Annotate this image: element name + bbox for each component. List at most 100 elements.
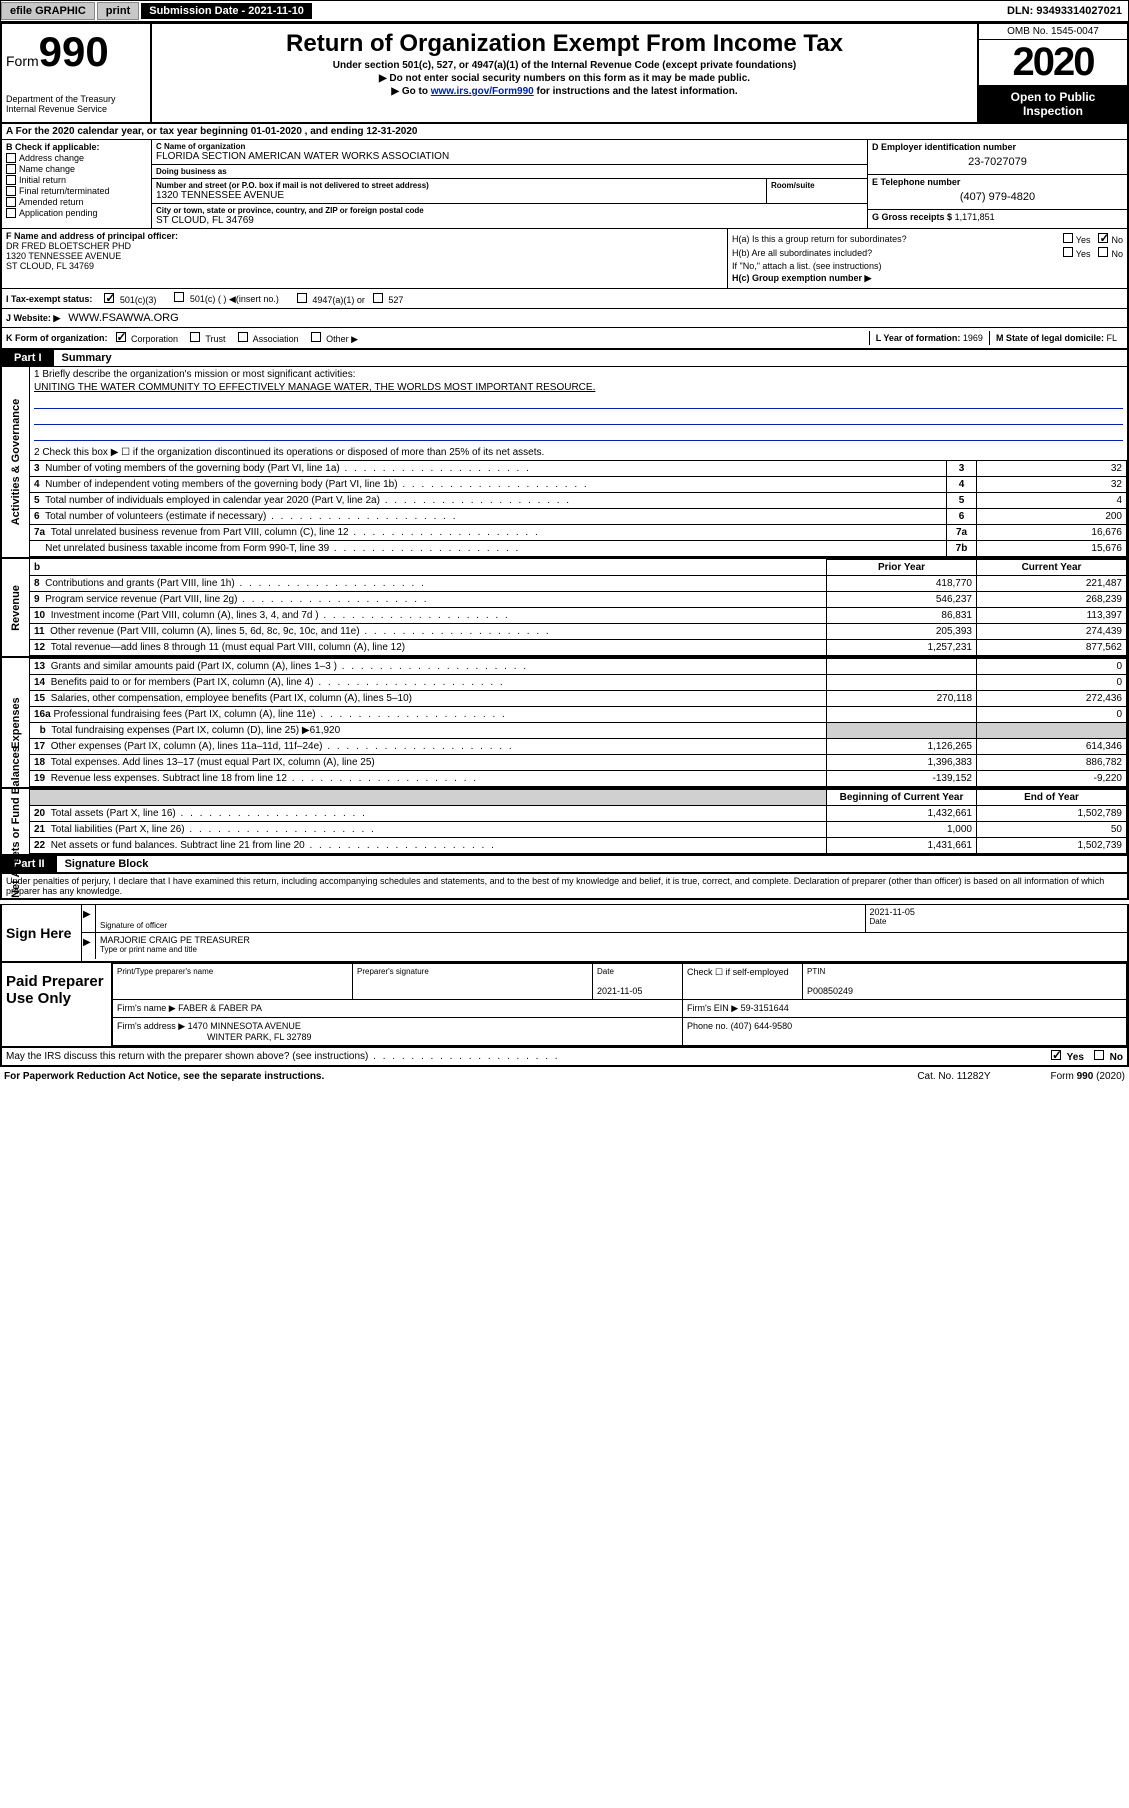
table-row: 13 Grants and similar amounts paid (Part…	[30, 659, 1127, 675]
sign-here-label: Sign Here	[2, 905, 82, 961]
ein-cell: D Employer identification number 23-7027…	[868, 140, 1127, 175]
sig-label: Signature of officer	[100, 921, 861, 930]
header-right: OMB No. 1545-0047 2020 Open to Public In…	[977, 24, 1127, 122]
chk-amended[interactable]: Amended return	[6, 197, 147, 207]
self-employed[interactable]: Check ☐ if self-employed	[687, 967, 789, 977]
preparer-table: Print/Type preparer's name Preparer's si…	[112, 963, 1127, 1046]
officer-name-label: Type or print name and title	[100, 945, 1123, 954]
website: WWW.FSAWWA.ORG	[68, 312, 178, 324]
i-527[interactable]: 527	[373, 293, 404, 305]
table-row: 8 Contributions and grants (Part VIII, l…	[30, 576, 1127, 592]
mission-block: 1 Briefly describe the organization's mi…	[30, 367, 1127, 460]
i-4947[interactable]: 4947(a)(1) or	[297, 293, 365, 305]
sub3-post: for instructions and the latest informat…	[534, 86, 738, 97]
h-b-no[interactable]: No	[1098, 247, 1123, 259]
section-i: I Tax-exempt status: 501(c)(3) 501(c) ( …	[2, 289, 1127, 309]
table-header: Beginning of Current YearEnd of Year	[30, 790, 1127, 806]
h-a-yes[interactable]: Yes	[1063, 233, 1091, 245]
form-header: Form990 Department of the Treasury Inter…	[2, 24, 1127, 124]
table-row: 5 Total number of individuals employed i…	[30, 493, 1127, 509]
gross-label: G Gross receipts $	[872, 212, 952, 222]
officer-addr: 1320 TENNESSEE AVENUE	[6, 251, 723, 261]
firm-phone: (407) 644-9580	[731, 1021, 793, 1031]
h-a: H(a) Is this a group return for subordin…	[732, 233, 1123, 245]
line-a: A For the 2020 calendar year, or tax yea…	[2, 124, 1127, 140]
org-name-label: C Name of organization	[156, 142, 863, 151]
chk-address-change[interactable]: Address change	[6, 153, 147, 163]
officer-name: DR FRED BLOETSCHER PHD	[6, 241, 723, 251]
table-row: 22 Net assets or fund balances. Subtract…	[30, 838, 1127, 854]
k-corp[interactable]: Corporation	[116, 332, 179, 344]
j-label: J Website: ▶	[6, 313, 60, 324]
discuss-yes[interactable]: Yes	[1051, 1050, 1084, 1063]
footer-cat: Cat. No. 11282Y	[917, 1071, 990, 1082]
f-label: F Name and address of principal officer:	[6, 231, 723, 241]
blank-line	[34, 413, 1123, 425]
omb-number: OMB No. 1545-0047	[979, 24, 1127, 40]
table-row: 10 Investment income (Part VIII, column …	[30, 608, 1127, 624]
i-501c[interactable]: 501(c) ( ) ◀(insert no.)	[174, 292, 278, 305]
i-label: I Tax-exempt status:	[6, 294, 92, 304]
chk-initial-return[interactable]: Initial return	[6, 175, 147, 185]
k-other[interactable]: Other ▶	[311, 332, 358, 345]
fundraising-total: 61,920	[310, 725, 341, 736]
footer-right: Form 990 (2020)	[1051, 1071, 1125, 1082]
k-trust[interactable]: Trust	[190, 332, 226, 344]
perjury-statement: Under penalties of perjury, I declare th…	[2, 873, 1127, 898]
table-row: 20 Total assets (Part X, line 16)1,432,6…	[30, 806, 1127, 822]
table-row: Print/Type preparer's name Preparer's si…	[113, 964, 1127, 1000]
summary-net-assets: Net Assets or Fund Balances Beginning of…	[2, 789, 1127, 854]
officer-city: ST CLOUD, FL 34769	[6, 261, 723, 271]
h-a-label: H(a) Is this a group return for subordin…	[732, 234, 907, 244]
officer-signature[interactable]: Signature of officer	[96, 905, 866, 932]
dba-cell: Doing business as	[152, 165, 867, 179]
form-990: Form990 Department of the Treasury Inter…	[0, 22, 1129, 900]
table-row: 15 Salaries, other compensation, employe…	[30, 691, 1127, 707]
form-number: Form990	[6, 28, 146, 76]
table-row: Firm's address ▶ 1470 MINNESOTA AVENUE W…	[113, 1018, 1127, 1046]
sig-date: 2021-11-05	[870, 907, 1124, 917]
sig-marker-icon	[82, 905, 96, 932]
page-footer: For Paperwork Reduction Act Notice, see …	[0, 1069, 1129, 1084]
h-b-yes[interactable]: Yes	[1063, 247, 1091, 259]
discuss-no[interactable]: No	[1094, 1050, 1123, 1063]
summary-governance: Activities & Governance 1 Briefly descri…	[2, 367, 1127, 559]
city-label: City or town, state or province, country…	[156, 206, 863, 215]
sig-marker-icon	[82, 933, 96, 959]
form-990-number: 990	[39, 28, 109, 75]
governance-table: 3 Number of voting members of the govern…	[30, 460, 1127, 557]
top-toolbar: efile GRAPHIC print Submission Date - 20…	[0, 0, 1129, 22]
prep-sig-label: Preparer's signature	[357, 967, 588, 976]
section-j: J Website: ▶ WWW.FSAWWA.ORG	[2, 309, 1127, 328]
chk-final-return[interactable]: Final return/terminated	[6, 186, 147, 196]
irs-link[interactable]: www.irs.gov/Form990	[431, 86, 534, 97]
k-assoc[interactable]: Association	[238, 332, 299, 344]
paid-preparer-block: Paid Preparer Use Only Print/Type prepar…	[0, 963, 1129, 1048]
firm-phone-label: Phone no.	[687, 1021, 728, 1031]
firm-addr1: 1470 MINNESOTA AVENUE	[188, 1021, 301, 1031]
chk-name-change[interactable]: Name change	[6, 164, 147, 174]
sidebar-revenue: Revenue	[2, 559, 30, 656]
table-row: 3 Number of voting members of the govern…	[30, 461, 1127, 477]
h-a-no[interactable]: No	[1098, 233, 1123, 245]
k-label: K Form of organization:	[6, 333, 108, 343]
ptin: P00850249	[807, 986, 853, 996]
efile-button[interactable]: efile GRAPHIC	[1, 2, 95, 20]
section-d-e-g: D Employer identification number 23-7027…	[867, 140, 1127, 228]
prep-date: 2021-11-05	[597, 986, 642, 996]
gross-receipts: 1,171,851	[955, 212, 995, 222]
form-title: Return of Organization Exempt From Incom…	[162, 30, 967, 58]
tax-year: 2020	[979, 40, 1127, 86]
i-501c3[interactable]: 501(c)(3)	[104, 293, 156, 305]
table-row: 17 Other expenses (Part IX, column (A), …	[30, 739, 1127, 755]
dba-label: Doing business as	[156, 167, 863, 176]
org-name-cell: C Name of organization FLORIDA SECTION A…	[152, 140, 867, 165]
print-button[interactable]: print	[97, 2, 139, 20]
phone-cell: E Telephone number (407) 979-4820	[868, 175, 1127, 210]
state-domicile: FL	[1106, 333, 1117, 343]
h-note: If "No," attach a list. (see instruction…	[732, 261, 1123, 271]
year-formation: 1969	[963, 333, 983, 343]
chk-app-pending[interactable]: Application pending	[6, 208, 147, 218]
table-row: 21 Total liabilities (Part X, line 26)1,…	[30, 822, 1127, 838]
header-center: Return of Organization Exempt From Incom…	[152, 24, 977, 122]
